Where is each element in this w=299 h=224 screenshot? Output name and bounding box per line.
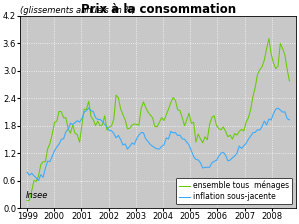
inflation sous-jacente xyxy=(288,118,291,121)
Title: Prix à la consommation: Prix à la consommation xyxy=(81,3,236,16)
ensemble tous  ménages xyxy=(269,53,273,55)
Text: Insee: Insee xyxy=(26,191,48,200)
ensemble tous  ménages xyxy=(185,118,189,121)
ensemble tous  ménages xyxy=(288,80,291,82)
inflation sous-jacente xyxy=(37,179,40,182)
inflation sous-jacente xyxy=(272,112,275,115)
Legend: ensemble tous  ménages, inflation sous-jacente: ensemble tous ménages, inflation sous-ja… xyxy=(176,178,292,204)
Line: ensemble tous  ménages: ensemble tous ménages xyxy=(27,39,289,201)
inflation sous-jacente xyxy=(87,107,91,109)
inflation sous-jacente xyxy=(119,138,122,141)
Line: inflation sous-jacente: inflation sous-jacente xyxy=(27,108,289,181)
inflation sous-jacente xyxy=(190,149,193,152)
inflation sous-jacente xyxy=(249,135,252,138)
Text: (glissements annuels en %): (glissements annuels en %) xyxy=(20,6,136,15)
inflation sous-jacente xyxy=(205,166,209,168)
ensemble tous  ménages xyxy=(237,130,241,133)
inflation sous-jacente xyxy=(242,144,245,147)
ensemble tous  ménages xyxy=(25,199,29,202)
inflation sous-jacente xyxy=(25,171,29,174)
ensemble tous  ménages xyxy=(244,121,248,124)
ensemble tous  ménages xyxy=(114,94,118,97)
ensemble tous  ménages xyxy=(201,141,205,144)
ensemble tous  ménages xyxy=(267,37,271,40)
